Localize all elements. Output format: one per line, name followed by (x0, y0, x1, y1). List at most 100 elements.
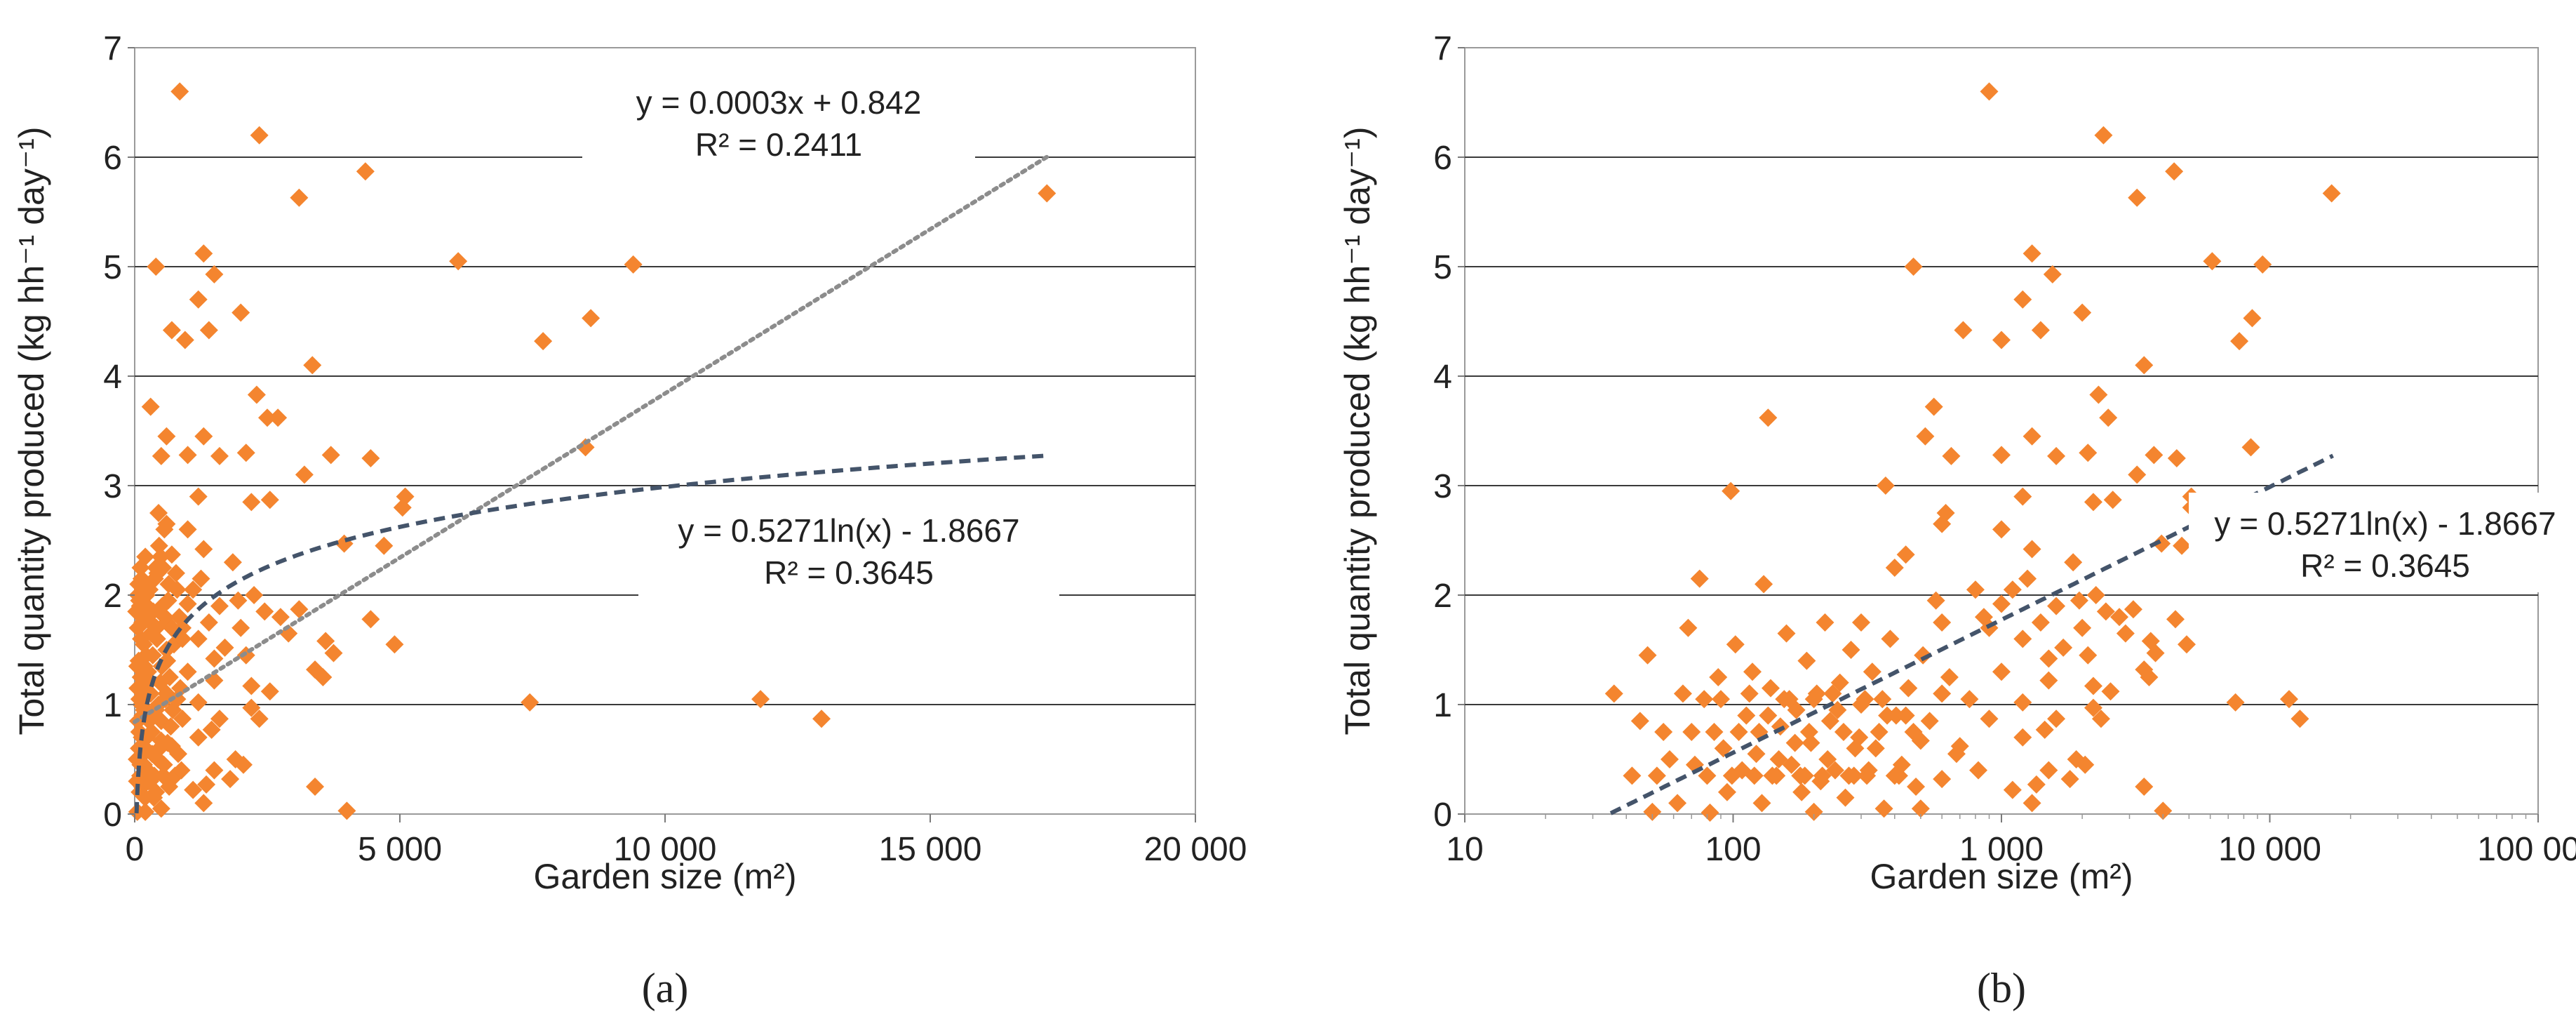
chart-a-data-point (205, 265, 224, 284)
chart-b-data-point (2069, 591, 2088, 610)
chart-b-data-point (1859, 761, 1878, 780)
chart-a-data-point (303, 356, 322, 375)
chart-a: 0 1 2 3 4 5 6 7 0 5 000 10 000 15 000 20 000 y = 0.0… (12, 30, 1247, 1011)
chart-b-data-point (1926, 591, 1945, 610)
chart-b-data-point (1747, 745, 1766, 764)
chart-b-ytick-label: 7 (1433, 30, 1452, 67)
chart-b-data-point (2073, 618, 2092, 637)
chart-a-data-point (324, 644, 343, 662)
chart-b-data-point (1992, 662, 2011, 681)
chart-b-data-point (2022, 794, 2041, 813)
chart-b-data-point (1740, 684, 1759, 703)
chart-a-linear-annotation: y = 0.0003x + 0.842 R² = 0.2411 (582, 76, 975, 174)
chart-b-data-point (1980, 82, 1999, 101)
chart-b-data-point (1974, 608, 1993, 627)
chart-b-data-point (2047, 446, 2066, 465)
chart-a-data-point (197, 775, 216, 794)
chart-a-data-point (194, 244, 213, 263)
chart-a-data-point (189, 693, 208, 712)
chart-b-data-point (2027, 775, 2046, 794)
chart-b-data-point (1836, 788, 1855, 807)
chart-a-ticks: 0 1 2 3 4 5 6 7 0 5 000 10 000 15 000 20 000 (103, 30, 1247, 868)
chart-b-data-point (2035, 720, 2054, 739)
chart-b-data-point (1729, 723, 1748, 741)
chart-b-data-point (1856, 690, 1874, 709)
chart-b-data-point (2054, 638, 2073, 657)
chart-b-data-point (2154, 801, 2173, 820)
chart-a-data-point (178, 520, 197, 539)
chart-b-data-point (1834, 723, 1853, 741)
chart-b-data-point (2152, 534, 2171, 553)
chart-b-data-point (1933, 684, 1952, 703)
chart-b-data-point (1889, 766, 1908, 785)
chart-a-data-point (178, 446, 197, 465)
chart-b-data-point (1933, 770, 1952, 789)
chart-b-data-point (2243, 309, 2262, 328)
chart-b-data-point (2084, 677, 2102, 695)
chart-b-data-point (1947, 745, 1966, 764)
chart-a-data-point (147, 258, 166, 276)
chart-a-data-point (152, 799, 170, 818)
chart-b-data-point (2230, 332, 2249, 351)
chart-b-data-point (2128, 465, 2147, 484)
chart-b-data-point (2094, 126, 2113, 145)
chart-b-data-point (1878, 706, 1897, 725)
chart-b-data-point (1881, 629, 1900, 648)
chart-b-data-point (2039, 649, 2058, 668)
chart-a-data-point (156, 608, 175, 627)
chart-b-data-point (1992, 446, 2011, 465)
chart-b-data-point (2018, 569, 2037, 588)
chart-b-xtick-label: 10 (1446, 831, 1483, 868)
chart-b-data-point (1682, 723, 1701, 741)
chart-b-data-point (1914, 646, 1933, 665)
chart-b-data-point (2086, 586, 2105, 604)
chart-b-data-point (2253, 255, 2272, 274)
chart-b-data-point (1813, 766, 1832, 785)
chart-b-data-point (1816, 613, 1834, 632)
chart-a-data-point (295, 465, 314, 484)
chart-a-ytick-label: 3 (103, 468, 122, 505)
chart-a-log-equation: y = 0.5271ln(x) - 1.8667 (678, 512, 1019, 549)
chart-a-data-point (189, 728, 208, 747)
chart-a-data-point (149, 536, 168, 555)
chart-b-data-point (1638, 646, 1657, 665)
chart-b-data-point (1804, 802, 1823, 821)
chart-a-linear-r2: R² = 0.2411 (695, 126, 862, 163)
chart-a-data-point (356, 162, 375, 181)
chart-b-ytick-label: 5 (1433, 249, 1452, 286)
chart-a-ytick-label: 1 (103, 687, 122, 724)
chart-b-data-point (1916, 427, 1935, 446)
chart-a-data-point (154, 559, 173, 577)
chart-b-data-point (1752, 794, 1771, 813)
chart-b-data-point (1780, 690, 1799, 709)
chart-b-data-point (1804, 690, 1823, 709)
chart-a-data-point (172, 761, 191, 780)
chart-b-ytick-label: 4 (1433, 359, 1452, 396)
chart-b-data-point (1679, 618, 1698, 637)
chart-b-data-point (2124, 600, 2142, 619)
chart-b-data-point (2039, 761, 2058, 780)
chart-b-data-point (1980, 709, 1999, 728)
chart-b-data-point (1911, 799, 1930, 818)
chart-a-data-point (321, 446, 340, 465)
chart-b-data-point (1722, 481, 1740, 500)
chart-b-data-point (1863, 662, 1881, 681)
chart-b-log-annotation-bg (2189, 493, 2576, 592)
chart-a-data-point (178, 594, 197, 613)
chart-b-data-point (2079, 444, 2098, 462)
chart-b-data-point (1960, 690, 1979, 709)
chart-a-data-point (168, 690, 187, 709)
chart-b-data-point (2110, 608, 2129, 627)
chart-b-data-point (2039, 671, 2058, 690)
chart-a-trendlines (133, 154, 1049, 814)
chart-a-panel-label: (a) (642, 965, 689, 1011)
chart-a-data-point (290, 600, 309, 619)
chart-b-data-point (1992, 520, 2011, 539)
chart-a-xtick-label: 15 000 (879, 831, 982, 868)
chart-a-data-point (189, 487, 208, 506)
chart-b-ytick-label: 6 (1433, 140, 1452, 177)
chart-a-data-point (337, 801, 356, 820)
chart-a-data-point (242, 493, 261, 512)
chart-b-data-point (1799, 723, 1818, 741)
